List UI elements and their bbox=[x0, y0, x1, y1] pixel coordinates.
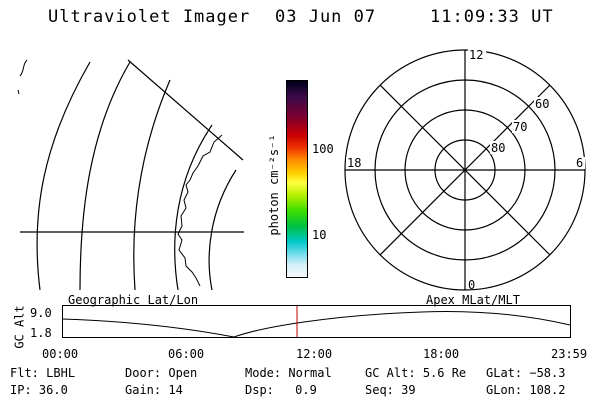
status-value: 0.9 bbox=[295, 383, 317, 397]
status-label: IP: bbox=[10, 383, 32, 397]
altitude-plot bbox=[62, 305, 571, 338]
status-value: 108.2 bbox=[529, 383, 566, 397]
polar-axis bbox=[379, 84, 551, 256]
longitude-line bbox=[127, 59, 244, 161]
altitude-y-tick: 9.0 bbox=[30, 306, 52, 320]
altitude-x-tick: 23:59 bbox=[551, 347, 588, 361]
status-field: GLat: −58.3 bbox=[486, 366, 565, 380]
altitude-ylabel: GC Alt bbox=[12, 305, 27, 349]
latitude-arc bbox=[174, 124, 213, 290]
status-field: Mode: Normal bbox=[245, 366, 332, 380]
altitude-x-tick: 12:00 bbox=[296, 347, 333, 361]
status-label: Seq: bbox=[365, 383, 394, 397]
color-scale-bar bbox=[286, 80, 308, 278]
coastline bbox=[17, 59, 28, 95]
app-title: Ultraviolet Imager bbox=[48, 7, 251, 27]
status-value: 39 bbox=[401, 383, 416, 397]
status-label: GC Alt: bbox=[365, 366, 416, 380]
status-field: Gain: 14 bbox=[125, 383, 183, 397]
status-field: Door: Open bbox=[125, 366, 197, 380]
lat-label: 80 bbox=[491, 141, 505, 155]
status-label: GLat: bbox=[486, 366, 523, 380]
altitude-x-tick: 00:00 bbox=[42, 347, 79, 361]
geographic-map bbox=[17, 59, 244, 290]
status-field: Dsp: 0.9 bbox=[245, 383, 317, 397]
altitude-curve bbox=[62, 311, 571, 338]
status-field: Seq: 39 bbox=[365, 383, 416, 397]
coastline bbox=[177, 134, 223, 287]
status-value: −58.3 bbox=[529, 366, 566, 380]
lat-label: 60 bbox=[535, 97, 549, 111]
status-label: Dsp: bbox=[245, 383, 274, 397]
status-field: GLon: 108.2 bbox=[486, 383, 565, 397]
mlt-label-left: 18 bbox=[347, 156, 361, 170]
colorbar-tick-label: 10 bbox=[312, 228, 327, 242]
status-value: 14 bbox=[168, 383, 183, 397]
altitude-x-tick: 06:00 bbox=[168, 347, 205, 361]
status-value: Normal bbox=[288, 366, 332, 380]
time-label: 11:09:33 UT bbox=[430, 7, 554, 27]
status-field: IP: 36.0 bbox=[10, 383, 68, 397]
colorbar-tick-label: 100 bbox=[312, 142, 334, 156]
status-field: GC Alt: 5.6 Re bbox=[365, 366, 466, 380]
altitude-x-tick: 18:00 bbox=[423, 347, 460, 361]
geographic-panel-label: Geographic Lat/Lon bbox=[68, 293, 199, 307]
status-label: GLon: bbox=[486, 383, 523, 397]
mlt-label-right: 6 bbox=[576, 156, 583, 170]
status-label: Mode: bbox=[245, 366, 282, 380]
apex-panel-label: Apex MLat/MLT bbox=[426, 293, 520, 307]
mlt-label-bottom: 0 bbox=[468, 278, 475, 292]
latitude-arc bbox=[208, 169, 237, 290]
lat-label: 70 bbox=[513, 120, 527, 134]
latitude-arc bbox=[133, 79, 171, 290]
status-value: 5.6 Re bbox=[422, 366, 467, 380]
colorbar-unit-label: photon cm⁻²s⁻¹ bbox=[267, 134, 281, 236]
polar-plot: 12 0 18 6 60 70 80 bbox=[344, 48, 586, 292]
mlt-label-top: 12 bbox=[469, 48, 483, 62]
altitude-y-tick: 1.8 bbox=[30, 326, 52, 340]
status-label: Door: bbox=[125, 366, 162, 380]
status-value: 36.0 bbox=[38, 383, 68, 397]
status-value: Open bbox=[168, 366, 198, 380]
status-field: Flt: LBHL bbox=[10, 366, 75, 380]
latitude-arc bbox=[79, 61, 131, 290]
status-label: Gain: bbox=[125, 383, 162, 397]
status-value: LBHL bbox=[46, 366, 76, 380]
latitude-arc bbox=[36, 61, 91, 290]
status-label: Flt: bbox=[10, 366, 39, 380]
date-label: 03 Jun 07 bbox=[275, 7, 377, 27]
